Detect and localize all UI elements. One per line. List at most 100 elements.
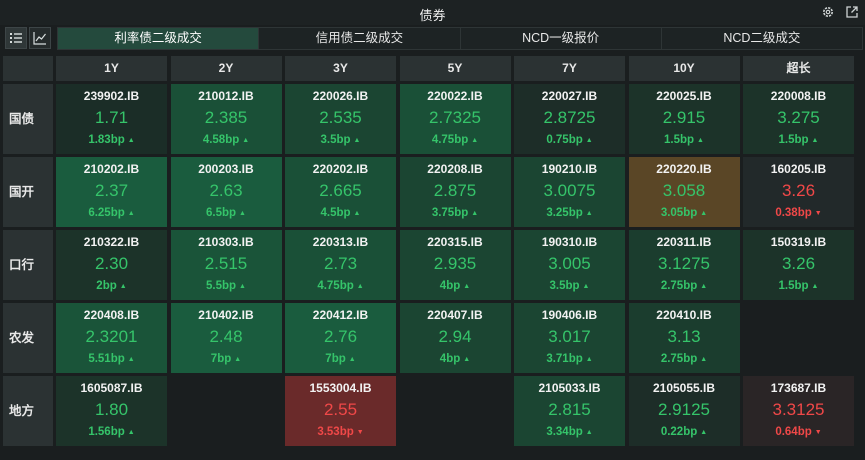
bond-cell[interactable]: 220208.IB 2.875 3.75bp ▲ — [399, 157, 511, 227]
yield-change: 2bp ▲ — [56, 280, 167, 292]
bond-yield: 2.73 — [323, 254, 358, 273]
triangle-up-icon: ▲ — [239, 210, 246, 217]
bond-yield: 2.76 — [323, 327, 358, 346]
bond-cell[interactable]: 200203.IB 2.63 6.5bp ▲ — [170, 157, 282, 227]
bond-cell[interactable]: 220025.IB 2.915 1.5bp ▲ — [628, 84, 740, 154]
bond-code: 2105033.IB — [538, 381, 601, 395]
bond-cell[interactable]: 210012.IB 2.385 4.58bp ▲ — [170, 84, 282, 154]
bond-cell[interactable]: 220027.IB 2.8725 0.75bp ▲ — [514, 84, 625, 154]
bond-cell[interactable]: 150319.IB 3.26 1.5bp ▲ — [743, 230, 854, 300]
change-value: 3.5bp — [549, 280, 580, 292]
change-value: 4.58bp — [202, 134, 240, 146]
bond-yield: 2.915 — [662, 108, 706, 127]
change-value: 3.53bp — [317, 426, 354, 438]
yield-change: 4.75bp ▲ — [400, 134, 511, 146]
column-header[interactable]: 5Y — [399, 56, 511, 81]
triangle-up-icon: ▲ — [471, 137, 479, 144]
bond-cell[interactable]: 210202.IB 2.37 6.25bp ▲ — [56, 157, 167, 227]
change-value: 3.05bp — [660, 207, 698, 219]
chart-view-button[interactable] — [29, 27, 51, 49]
popout-icon[interactable] — [845, 5, 859, 19]
bond-yield: 3.017 — [548, 327, 591, 346]
bond-cell[interactable]: 220311.IB 3.1275 2.75bp ▲ — [628, 230, 740, 300]
column-header[interactable]: 3Y — [285, 56, 396, 81]
tab-ncd-primary-quote[interactable]: NCD一级报价 — [460, 28, 662, 49]
yield-change: 4bp ▲ — [400, 280, 511, 292]
bond-cell[interactable]: 190310.IB 3.005 3.5bp ▲ — [514, 230, 625, 300]
bond-cell[interactable]: 210303.IB 2.515 5.5bp ▲ — [170, 230, 282, 300]
row-label: 口行 — [3, 230, 53, 300]
bond-cell[interactable]: 220022.IB 2.7325 4.75bp ▲ — [399, 84, 511, 154]
change-value: 2bp — [96, 280, 117, 292]
change-value: 6.5bp — [206, 207, 237, 219]
bond-yield: 2.665 — [319, 181, 362, 200]
column-header[interactable]: 超长 — [743, 56, 854, 81]
change-value: 4bp — [439, 353, 461, 365]
bond-yield: 2.37 — [94, 181, 129, 200]
yield-change: 3.05bp ▲ — [629, 207, 740, 219]
change-value: 7bp — [325, 353, 346, 365]
change-value: 4.75bp — [317, 280, 354, 292]
bond-cell[interactable]: 173687.IB 3.3125 0.64bp ▼ — [743, 376, 854, 446]
bond-cell[interactable]: 220315.IB 2.935 4bp ▲ — [399, 230, 511, 300]
bond-cell[interactable]: 220408.IB 2.3201 5.51bp ▲ — [56, 303, 167, 373]
triangle-up-icon: ▲ — [127, 137, 135, 144]
column-header[interactable]: 1Y — [56, 56, 167, 81]
bond-code: 220313.IB — [312, 235, 369, 249]
bond-yield: 2.9125 — [658, 400, 710, 419]
bond-cell[interactable]: 190406.IB 3.017 3.71bp ▲ — [514, 303, 625, 373]
bond-cell[interactable]: 210402.IB 2.48 7bp ▲ — [170, 303, 282, 373]
tab-rate-bond-secondary[interactable]: 利率债二级成交 — [58, 28, 260, 49]
yield-change: 0.22bp ▲ — [629, 426, 740, 438]
bond-yield: 3.26 — [781, 254, 816, 273]
bond-cell[interactable]: 220220.IB 3.058 3.05bp ▲ — [628, 157, 740, 227]
change-value: 3.75bp — [431, 207, 469, 219]
bond-yield: 2.7325 — [429, 108, 481, 127]
bond-yield: 2.875 — [433, 181, 477, 200]
empty-cell — [171, 376, 282, 446]
bond-code: 210202.IB — [83, 162, 140, 176]
bond-cell[interactable]: 220410.IB 3.13 2.75bp ▲ — [628, 303, 740, 373]
bond-code: 210303.IB — [198, 235, 254, 249]
bond-cell[interactable]: 220412.IB 2.76 7bp ▲ — [285, 303, 396, 373]
yield-change: 1.5bp ▲ — [743, 134, 854, 146]
bond-yield: 2.48 — [209, 327, 243, 346]
column-header[interactable]: 10Y — [628, 56, 740, 81]
yield-change: 2.75bp ▲ — [629, 280, 740, 292]
bond-cell[interactable]: 190210.IB 3.0075 3.25bp ▲ — [514, 157, 625, 227]
bond-cell[interactable]: 220202.IB 2.665 4.5bp ▲ — [285, 157, 396, 227]
bond-code: 190406.IB — [541, 308, 598, 322]
yield-change: 2.75bp ▲ — [629, 353, 740, 365]
bond-yield: 3.3125 — [772, 400, 825, 419]
bond-cell[interactable]: 1553004.IB 2.55 3.53bp ▼ — [285, 376, 396, 446]
bond-code: 220315.IB — [427, 235, 483, 249]
change-value: 4bp — [439, 280, 461, 292]
bond-cell[interactable]: 220026.IB 2.535 3.5bp ▲ — [285, 84, 396, 154]
bond-yield: 3.0075 — [543, 181, 596, 200]
bond-cell[interactable]: 220407.IB 2.94 4bp ▲ — [399, 303, 511, 373]
bond-cell[interactable]: 160205.IB 3.26 0.38bp ▼ — [743, 157, 854, 227]
bond-cell[interactable]: 239902.IB 1.71 1.83bp ▲ — [56, 84, 167, 154]
bond-cell[interactable]: 2105055.IB 2.9125 0.22bp ▲ — [628, 376, 740, 446]
settings-gear-icon[interactable] — [821, 5, 835, 19]
empty-cell — [400, 376, 511, 446]
bond-cell[interactable]: 220008.IB 3.275 1.5bp ▲ — [743, 84, 854, 154]
bond-code: 220408.IB — [83, 308, 140, 322]
column-header[interactable]: 7Y — [514, 56, 625, 81]
yield-change: 4.58bp ▲ — [171, 134, 282, 146]
bond-cell[interactable]: 220313.IB 2.73 4.75bp ▲ — [285, 230, 396, 300]
bond-code: 1553004.IB — [309, 381, 372, 395]
yield-change: 5.5bp ▲ — [171, 280, 282, 292]
triangle-up-icon: ▲ — [471, 210, 479, 217]
column-header[interactable]: 2Y — [170, 56, 282, 81]
tab-ncd-secondary[interactable]: NCD二级成交 — [661, 28, 862, 49]
list-view-button[interactable] — [5, 27, 27, 49]
bond-cell[interactable]: 2105033.IB 2.815 3.34bp ▲ — [514, 376, 625, 446]
row-label: 国开 — [3, 157, 53, 227]
row-label: 农发 — [3, 303, 53, 373]
bond-cell[interactable]: 1605087.IB 1.80 1.56bp ▲ — [56, 376, 167, 446]
change-value: 0.38bp — [775, 207, 812, 219]
tab-credit-bond-secondary[interactable]: 信用债二级成交 — [259, 28, 461, 49]
bond-cell[interactable]: 210322.IB 2.30 2bp ▲ — [56, 230, 167, 300]
triangle-up-icon: ▲ — [585, 137, 593, 144]
